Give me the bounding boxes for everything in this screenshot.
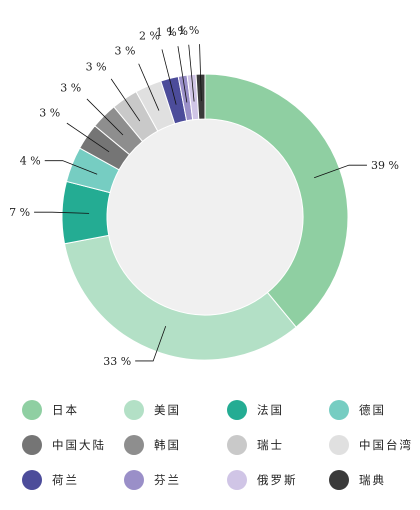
legend-label: 德国: [359, 403, 386, 417]
slice-label-3: 7 %: [9, 206, 30, 219]
slice-labels-group: 39 %33 %7 %4 %3 %3 %3 %3 %2 %1 %1 %1 %: [9, 24, 399, 368]
leader-line-2: [135, 326, 167, 362]
legend-item-5: 中国大陆: [22, 435, 106, 455]
leader-line-7: [110, 78, 141, 122]
leader-lines-group: [34, 44, 367, 362]
legend-swatch: [124, 400, 144, 420]
legend-swatch: [124, 470, 144, 490]
legend-label: 中国大陆: [52, 438, 106, 452]
slice-label-7: 3 %: [86, 60, 107, 73]
legend-swatch: [124, 435, 144, 455]
slice-label-6: 3 %: [60, 81, 81, 94]
legend-item-7: 瑞士: [227, 435, 284, 455]
legend-item-10: 芬兰: [124, 470, 181, 490]
legend-swatch: [227, 435, 247, 455]
legend-label: 中国台湾: [359, 438, 413, 452]
slice-label-5: 3 %: [39, 107, 60, 120]
slices-group: [61, 73, 349, 361]
legend-swatch: [329, 470, 349, 490]
slice-label-10: 1 %: [156, 26, 177, 39]
donut-center: [107, 119, 303, 315]
leader-line-10: [177, 46, 188, 103]
legend-label: 瑞士: [257, 438, 284, 452]
legend-swatch: [227, 400, 247, 420]
legend-label: 俄罗斯: [257, 473, 298, 487]
leader-line-11: [188, 44, 195, 102]
slice-label-11: 1 %: [167, 25, 188, 38]
slice-label-4: 4 %: [20, 155, 41, 168]
legend-item-11: 俄罗斯: [227, 470, 298, 490]
slice-1: [204, 73, 349, 328]
legend-swatch: [22, 400, 42, 420]
legend-swatch: [227, 470, 247, 490]
leader-line-6: [86, 98, 124, 136]
slice-2: [63, 234, 297, 361]
legend-label: 芬兰: [154, 473, 181, 487]
legend-swatch: [22, 470, 42, 490]
leader-line-9: [161, 49, 177, 105]
leader-line-8: [138, 63, 160, 111]
leader-line-5: [66, 122, 110, 153]
legend-item-12: 瑞典: [329, 470, 386, 490]
leader-line-12: [199, 44, 202, 102]
legend-label: 日本: [52, 403, 79, 417]
legend-item-9: 荷兰: [22, 470, 79, 490]
legend-swatch: [22, 435, 42, 455]
legend-label: 法国: [257, 403, 284, 417]
slice-label-1: 39 %: [371, 159, 399, 172]
leader-line-3: [34, 211, 90, 214]
slice-12: [195, 73, 206, 120]
legend-label: 韩国: [154, 438, 181, 452]
leader-line-1: [314, 164, 367, 179]
slice-label-12: 1 %: [178, 24, 199, 37]
legend-item-6: 韩国: [124, 435, 181, 455]
legend-label: 美国: [154, 403, 181, 417]
legend-item-3: 法国: [227, 400, 284, 420]
legend-swatch: [329, 435, 349, 455]
legend-label: 瑞典: [359, 473, 386, 487]
leader-line-4: [44, 160, 98, 175]
legend-item-4: 德国: [329, 400, 386, 420]
slice-label-8: 3 %: [115, 44, 136, 57]
legend-item-2: 美国: [124, 400, 181, 420]
donut-chart: 39 %33 %7 %4 %3 %3 %3 %3 %2 %1 %1 %1 %: [9, 24, 399, 368]
slice-label-9: 2 %: [139, 30, 160, 43]
legend-item-1: 日本: [22, 400, 79, 420]
slice-label-2: 33 %: [103, 355, 131, 368]
legend-label: 荷兰: [52, 473, 79, 487]
legend-swatch: [329, 400, 349, 420]
legend-item-8: 中国台湾: [329, 435, 413, 455]
